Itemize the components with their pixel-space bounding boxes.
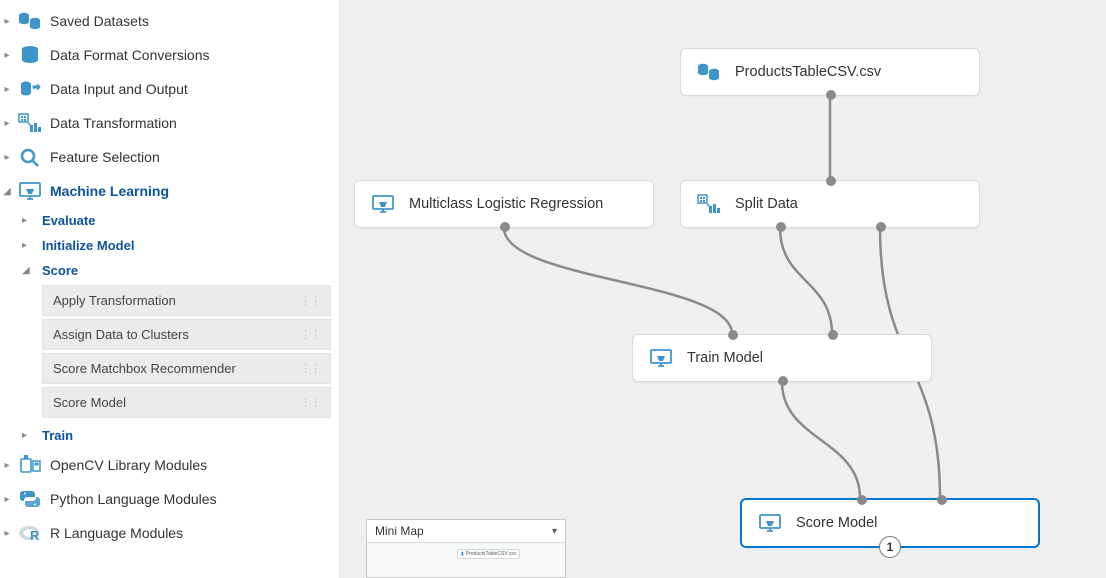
ml-icon <box>16 180 44 202</box>
sidebar-item-data-format-conversions[interactable]: ▸ Data Format Conversions <box>0 38 339 72</box>
chevron-right-icon: ▸ <box>0 528 14 539</box>
chevron-right-icon: ▸ <box>0 152 14 163</box>
sidebar-subitem-initialize-model[interactable]: ▸ Initialize Model <box>22 233 339 258</box>
chevron-right-icon: ▸ <box>0 494 14 505</box>
module-apply-transformation[interactable]: Apply Transformation ⋮⋮ <box>42 285 331 316</box>
input-output-icon <box>16 78 44 100</box>
module-score-model[interactable]: Score Model ⋮⋮ <box>42 387 331 418</box>
canvas-node-multiclass-logistic-regression[interactable]: Multiclass Logistic Regression <box>354 180 654 228</box>
grip-icon: ⋮⋮ <box>300 294 320 307</box>
edge[interactable] <box>782 382 860 498</box>
sidebar-item-label: Data Format Conversions <box>50 47 210 63</box>
input-port[interactable] <box>728 330 738 340</box>
input-port[interactable] <box>828 330 838 340</box>
node-label: Multiclass Logistic Regression <box>409 196 603 212</box>
sidebar-subitem-label: Initialize Model <box>42 238 134 253</box>
sidebar-item-saved-datasets[interactable]: ▸ Saved Datasets <box>0 4 339 38</box>
sidebar-item-r-language-modules[interactable]: ▸ R R Language Modules <box>0 516 339 550</box>
cylinder-icon <box>16 44 44 66</box>
module-label: Score Matchbox Recommender <box>53 361 236 376</box>
sidebar-item-label: Feature Selection <box>50 149 160 165</box>
canvas-node-train-model[interactable]: Train Model <box>632 334 932 382</box>
ml-icon <box>756 512 784 534</box>
minimap-preview: ▮ ProductsTableCSV.csv <box>367 543 565 577</box>
transform-icon <box>695 193 723 215</box>
node-label: Train Model <box>687 350 763 366</box>
minimap[interactable]: Mini Map ▾ ▮ ProductsTableCSV.csv <box>366 519 566 578</box>
grip-icon: ⋮⋮ <box>300 328 320 341</box>
python-icon <box>16 488 44 510</box>
input-port[interactable] <box>826 176 836 186</box>
chevron-down-icon: ◢ <box>22 265 36 276</box>
chevron-down-icon[interactable]: ▾ <box>552 526 557 537</box>
transform-icon <box>16 112 44 134</box>
chevron-right-icon: ▸ <box>22 430 36 441</box>
module-label: Score Model <box>53 395 126 410</box>
node-label: Score Model <box>796 515 877 531</box>
ml-icon <box>647 347 675 369</box>
input-port[interactable] <box>937 495 947 505</box>
minimap-title: Mini Map <box>375 524 424 538</box>
sidebar-item-label: OpenCV Library Modules <box>50 457 207 473</box>
module-assign-data-to-clusters[interactable]: Assign Data to Clusters ⋮⋮ <box>42 319 331 350</box>
sidebar-item-label: Saved Datasets <box>50 13 149 29</box>
grip-icon: ⋮⋮ <box>300 362 320 375</box>
sidebar-item-label: Data Transformation <box>50 115 177 131</box>
chevron-right-icon: ▸ <box>0 84 14 95</box>
node-label: ProductsTableCSV.csv <box>735 64 881 80</box>
chevron-right-icon: ▸ <box>22 215 36 226</box>
sidebar-item-python-language-modules[interactable]: ▸ Python Language Modules <box>0 482 339 516</box>
sidebar-item-label: R Language Modules <box>50 525 183 541</box>
output-port[interactable] <box>876 222 886 232</box>
grip-icon: ⋮⋮ <box>300 396 320 409</box>
sidebar-item-label: Machine Learning <box>50 183 169 199</box>
sidebar-subitem-label: Evaluate <box>42 213 95 228</box>
output-port[interactable] <box>826 90 836 100</box>
sidebar-subitem-evaluate[interactable]: ▸ Evaluate <box>22 208 339 233</box>
sidebar-subitem-label: Score <box>42 263 78 278</box>
chevron-right-icon: ▸ <box>0 50 14 61</box>
node-label: Split Data <box>735 196 798 212</box>
edge[interactable] <box>504 228 732 334</box>
sidebar-item-opencv-library-modules[interactable]: ▸ OpenCV Library Modules <box>0 448 339 482</box>
magnifier-icon <box>16 146 44 168</box>
sidebar-item-data-transformation[interactable]: ▸ Data Transformation <box>0 106 339 140</box>
datasets-icon <box>16 10 44 32</box>
ml-icon <box>369 193 397 215</box>
chevron-down-icon: ◢ <box>0 186 14 197</box>
svg-text:R: R <box>30 528 40 543</box>
module-label: Assign Data to Clusters <box>53 327 189 342</box>
sidebar-subitem-train[interactable]: ▸ Train <box>22 423 339 448</box>
sidebar-item-label: Python Language Modules <box>50 491 217 507</box>
output-port[interactable] <box>778 376 788 386</box>
chevron-right-icon: ▸ <box>22 240 36 251</box>
chevron-right-icon: ▸ <box>0 118 14 129</box>
chevron-right-icon: ▸ <box>0 460 14 471</box>
sidebar: ▸ Saved Datasets ▸ Data Format Conversio… <box>0 0 340 578</box>
chevron-right-icon: ▸ <box>0 16 14 27</box>
experiment-canvas[interactable]: ProductsTableCSV.csv Multiclass Logistic… <box>340 0 1106 578</box>
sidebar-item-feature-selection[interactable]: ▸ Feature Selection <box>0 140 339 174</box>
r-icon: R <box>16 522 44 544</box>
sidebar-item-data-input-and-output[interactable]: ▸ Data Input and Output <box>0 72 339 106</box>
canvas-node-score-model[interactable]: Score Model 1 <box>740 498 1040 548</box>
sidebar-subitem-label: Train <box>42 428 73 443</box>
sidebar-item-machine-learning[interactable]: ◢ Machine Learning <box>0 174 339 208</box>
sidebar-item-label: Data Input and Output <box>50 81 188 97</box>
output-port[interactable] <box>776 222 786 232</box>
node-badge: 1 <box>879 536 901 558</box>
input-port[interactable] <box>857 495 867 505</box>
opencv-icon <box>16 454 44 476</box>
edge[interactable] <box>780 228 832 334</box>
datasets-icon <box>695 61 723 83</box>
canvas-node-split-data[interactable]: Split Data <box>680 180 980 228</box>
canvas-node-productstablecsv-csv[interactable]: ProductsTableCSV.csv <box>680 48 980 96</box>
module-label: Apply Transformation <box>53 293 176 308</box>
output-port[interactable] <box>500 222 510 232</box>
sidebar-subitem-score[interactable]: ◢ Score <box>22 258 339 283</box>
module-score-matchbox-recommender[interactable]: Score Matchbox Recommender ⋮⋮ <box>42 353 331 384</box>
